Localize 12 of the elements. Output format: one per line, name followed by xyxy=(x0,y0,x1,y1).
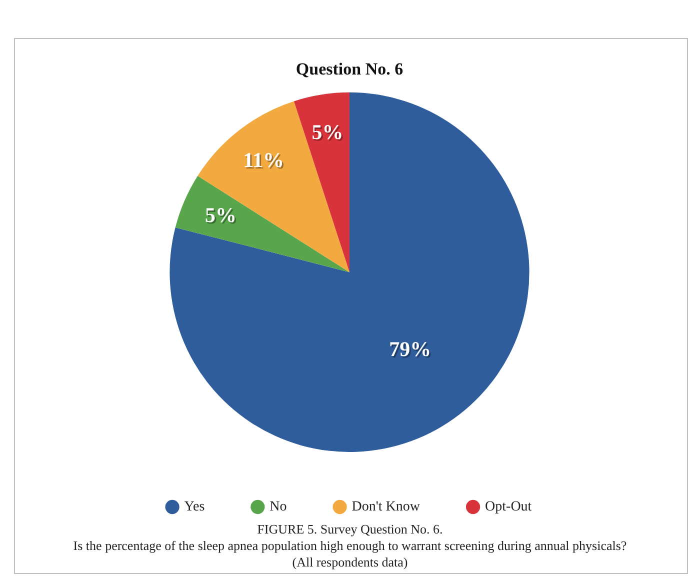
legend-label: Yes xyxy=(184,500,205,515)
data-label: 5% xyxy=(206,204,238,228)
chart-title: Question No. 6 xyxy=(296,60,404,79)
legend-label: Don't Know xyxy=(352,500,421,515)
text: (All respondents data) xyxy=(292,554,408,570)
data-label: 5% xyxy=(313,122,345,146)
data-label: 79% xyxy=(390,338,433,362)
legend-label: Opt-Out xyxy=(485,500,532,515)
data-label: 11% xyxy=(244,149,286,174)
caption: FIGURE 5. Survey Question No. 6. xyxy=(257,521,443,536)
legend-label: No xyxy=(270,500,287,515)
text: Is the percentage of the sleep apnea population high enough to warrant screening during annual physicals? xyxy=(73,538,627,553)
